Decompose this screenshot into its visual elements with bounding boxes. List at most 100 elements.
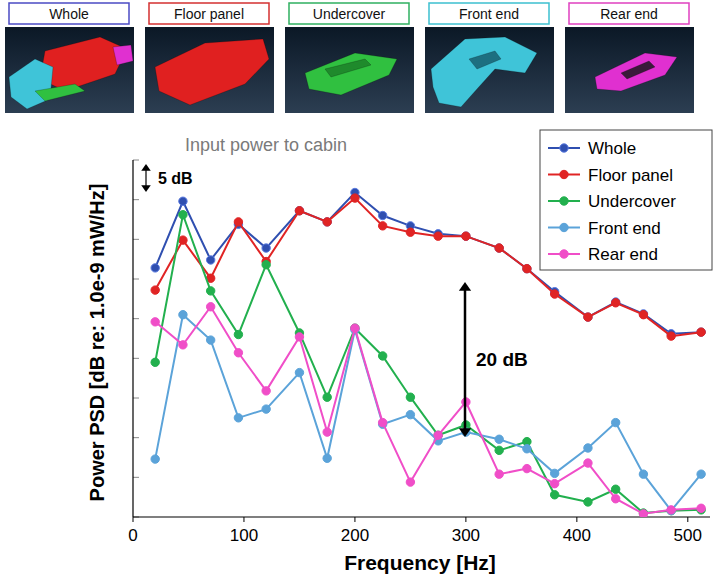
series-marker (639, 510, 647, 517)
series-marker (495, 244, 503, 252)
thumb-shape (155, 39, 269, 105)
series-marker (550, 469, 558, 477)
thumbnail: Front end (425, 3, 554, 113)
x-tick-label: 500 (674, 526, 702, 545)
series (151, 211, 705, 517)
annotation-arrow (464, 285, 467, 434)
y-tick (133, 358, 139, 359)
series-marker (584, 313, 592, 321)
series-marker (206, 303, 214, 311)
series-marker (495, 244, 503, 252)
series-marker (151, 318, 159, 326)
series-marker (206, 287, 214, 295)
series-marker (179, 341, 187, 349)
thumbnail: Floor panel (145, 3, 274, 113)
x-tick-label: 300 (452, 526, 480, 545)
thumb-label: Rear end (600, 6, 658, 22)
series-marker (234, 414, 242, 422)
x-tick-label: 200 (341, 526, 369, 545)
thumb-label: Floor panel (174, 6, 244, 22)
chart-title: Input power to cabin (185, 135, 347, 155)
series-marker (523, 464, 531, 472)
thumb-shape (431, 37, 537, 107)
series-marker (206, 336, 214, 344)
thumbnail: Undercover (285, 3, 414, 113)
series-marker (295, 207, 303, 215)
series-marker (378, 418, 386, 426)
annotation: 5 dB (158, 170, 193, 187)
y-tick (133, 160, 139, 161)
series-marker (234, 330, 242, 338)
x-tick (354, 517, 355, 522)
thumb-shape (40, 37, 127, 91)
figure: WholeFloor panelUndercoverFront endRear … (0, 0, 717, 584)
series-marker (550, 290, 558, 298)
y-tick (133, 318, 139, 319)
series-marker (462, 232, 470, 240)
thumb-label: Whole (49, 6, 89, 22)
x-tick-label: 0 (128, 526, 137, 545)
thumb-background (425, 27, 554, 113)
series-marker (462, 232, 470, 240)
thumb-shape (305, 53, 397, 95)
series-marker (639, 311, 647, 319)
series-marker (550, 491, 558, 499)
thumb-background (145, 27, 274, 113)
series-marker (406, 410, 414, 418)
series-marker (434, 431, 442, 439)
y-tick (133, 199, 139, 200)
thumb-shape (35, 84, 85, 101)
series-marker (323, 393, 331, 401)
thumb-shape (113, 45, 133, 65)
series-marker (262, 244, 270, 252)
x-axis-title: Frequency [Hz] (344, 551, 496, 574)
series-marker (495, 446, 503, 454)
series-marker (295, 207, 303, 215)
series-marker (611, 495, 619, 503)
legend-marker (560, 144, 568, 152)
series-marker (639, 509, 647, 517)
series-marker (206, 256, 214, 264)
series-marker (179, 211, 187, 219)
series-marker (667, 506, 675, 514)
y-tick (133, 279, 139, 280)
series-marker (434, 431, 442, 439)
series-marker (351, 324, 359, 332)
series-marker (351, 324, 359, 332)
series-marker (611, 299, 619, 307)
legend-label: Undercover (588, 192, 676, 211)
series-marker (234, 218, 242, 226)
thumb-label-box (429, 3, 549, 24)
x-tick (576, 517, 577, 522)
x-tick (465, 517, 466, 522)
series-marker (495, 470, 503, 478)
series-marker (323, 218, 331, 226)
series (151, 303, 705, 517)
series-marker (179, 197, 187, 205)
legend-marker (560, 170, 568, 178)
series-marker (262, 387, 270, 395)
series-marker (584, 498, 592, 506)
series-marker (262, 261, 270, 269)
series-marker (151, 455, 159, 463)
series-marker (523, 264, 531, 272)
series-marker (406, 228, 414, 236)
series-marker (295, 333, 303, 341)
series-marker (584, 313, 592, 321)
series-marker (262, 405, 270, 413)
x-tick (133, 517, 134, 522)
series-marker (667, 506, 675, 514)
thumb-shape (621, 61, 655, 79)
thumb-label-box (289, 3, 409, 24)
x-tick (243, 517, 244, 522)
series-marker (639, 310, 647, 318)
y-tick (133, 398, 139, 399)
series-marker (611, 298, 619, 306)
series-marker (323, 218, 331, 226)
series-line (155, 307, 701, 514)
series-marker (406, 393, 414, 401)
series-marker (406, 478, 414, 486)
series-marker (323, 428, 331, 436)
y-tick (133, 239, 139, 240)
x-tick-label: 100 (230, 526, 258, 545)
